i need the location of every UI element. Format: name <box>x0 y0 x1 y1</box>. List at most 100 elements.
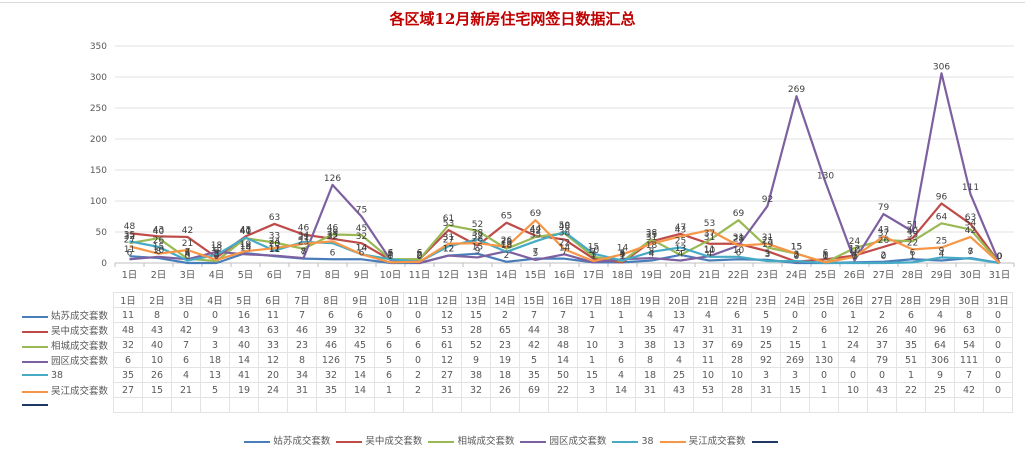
data-label: 19 <box>240 240 252 250</box>
table-cell: 4 <box>664 352 694 368</box>
data-label: 22 <box>559 238 570 248</box>
series-key-line-icon <box>22 345 48 348</box>
data-label: 0 <box>214 252 220 262</box>
table-cell: 41 <box>229 367 259 383</box>
data-label: 6 <box>823 248 829 258</box>
data-label: 28 <box>733 235 745 245</box>
table-cell: 2 <box>403 382 433 398</box>
data-label: 53 <box>443 219 454 229</box>
table-cell <box>345 397 375 413</box>
table-cell: 42 <box>519 337 549 353</box>
data-label: 42 <box>530 226 541 236</box>
data-label: 3 <box>214 250 220 260</box>
y-tick-label: 50 <box>96 228 108 238</box>
table-cell: 51 <box>896 352 926 368</box>
table-cell: 8 <box>635 352 665 368</box>
data-label: 5 <box>388 249 394 259</box>
table-cell <box>664 397 694 413</box>
x-tick-label: 3日 <box>180 270 196 281</box>
series-key-line-icon <box>22 330 48 333</box>
data-label: 35 <box>646 230 657 240</box>
table-cell: 25 <box>925 382 955 398</box>
data-label: 1 <box>591 251 597 261</box>
x-tick-label: 14日 <box>496 270 518 281</box>
table-col-header: 25日 <box>809 292 839 308</box>
table-cell: 306 <box>925 352 955 368</box>
data-label: 1 <box>388 251 394 261</box>
data-label: 92 <box>762 195 773 205</box>
data-label: 26 <box>501 236 513 246</box>
table-cell: 10 <box>577 337 607 353</box>
table-row-key <box>20 397 114 413</box>
table-cell: 40 <box>229 337 259 353</box>
legend-line-icon <box>659 440 686 443</box>
data-label: 69 <box>733 209 745 219</box>
table-cell: 79 <box>867 352 897 368</box>
data-label: 16 <box>240 242 252 252</box>
table-cell: 32 <box>113 337 143 353</box>
data-label: 50 <box>559 221 571 231</box>
table-row-key: 相城成交套数 <box>20 337 114 353</box>
table-row: 园区成交套数 6 10 6 18 14 12 8 126 75 5 0 12 9 19 5 14 1 6 8 4 11 28… <box>20 352 1013 368</box>
data-label: 69 <box>530 209 542 219</box>
x-tick-label: 5日 <box>238 270 254 281</box>
data-label: 6 <box>185 248 191 258</box>
data-label: 31 <box>298 233 309 243</box>
data-label: 7 <box>533 248 539 258</box>
x-tick-label: 10日 <box>380 270 402 281</box>
table-cell: 28 <box>722 382 752 398</box>
table-cell: 9 <box>461 352 491 368</box>
data-label: 1 <box>620 251 626 261</box>
table-row-key: 姑苏成交套数 <box>20 307 114 323</box>
data-label: 4 <box>852 250 858 260</box>
x-tick-label: 13日 <box>467 270 489 281</box>
data-label: 5 <box>533 249 539 259</box>
table-cell: 1 <box>809 382 839 398</box>
data-label: 0 <box>388 252 394 262</box>
series-key-line-icon <box>22 404 48 406</box>
data-label: 12 <box>443 245 454 255</box>
table-cell: 1 <box>606 307 636 323</box>
data-label: 5 <box>214 249 220 259</box>
table-cell: 2 <box>780 322 810 338</box>
data-label: 64 <box>936 212 948 222</box>
x-tick-label: 8日 <box>325 270 341 281</box>
data-label: 37 <box>704 229 715 239</box>
table-cell <box>780 397 810 413</box>
table-col-header: 5日 <box>229 292 259 308</box>
table-cell: 0 <box>983 337 1013 353</box>
table-cell: 0 <box>780 307 810 323</box>
table-cell: 3 <box>751 367 781 383</box>
table-cell: 50 <box>548 367 578 383</box>
table-cell: 12 <box>432 307 462 323</box>
data-label: 46 <box>327 223 339 233</box>
table-cell <box>432 397 462 413</box>
x-tick-label: 15日 <box>525 270 547 281</box>
x-tick-label: 16日 <box>554 270 576 281</box>
data-label: 15 <box>791 243 802 253</box>
table-col-header: 14日 <box>490 292 520 308</box>
table-cell <box>635 397 665 413</box>
series-key-line-icon <box>22 315 48 318</box>
table-cell: 24 <box>258 382 288 398</box>
data-label: 63 <box>269 213 280 223</box>
table-cell: 12 <box>838 322 868 338</box>
data-label: 14 <box>617 243 629 253</box>
table-cell: 1 <box>577 352 607 368</box>
table-cell: 7 <box>548 307 578 323</box>
data-label: 26 <box>878 236 890 246</box>
data-label: 43 <box>153 225 164 235</box>
data-label: 18 <box>211 241 223 251</box>
table-cell <box>809 397 839 413</box>
table-col-header: 26日 <box>838 292 868 308</box>
table-cell <box>519 397 549 413</box>
data-label: 10 <box>704 246 716 256</box>
table-cell: 31 <box>693 322 723 338</box>
y-tick-label: 150 <box>90 166 107 176</box>
table-cell: 0 <box>983 322 1013 338</box>
table-cell: 5 <box>519 352 549 368</box>
table-col-header: 17日 <box>577 292 607 308</box>
data-label: 6 <box>359 248 365 258</box>
table-cell: 14 <box>606 382 636 398</box>
